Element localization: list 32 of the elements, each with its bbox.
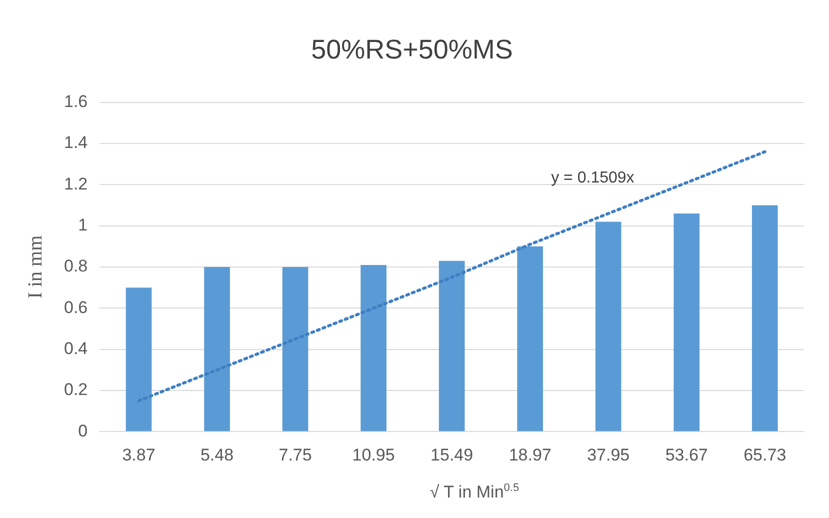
y-tick-label: 1.4 bbox=[64, 133, 88, 152]
y-axis-title: I in mm bbox=[24, 234, 46, 299]
y-tick-label: 0.2 bbox=[64, 380, 88, 400]
y-tick-label: 0 bbox=[78, 421, 88, 440]
x-tick-label: 37.95 bbox=[587, 445, 630, 464]
x-tick-label: 10.95 bbox=[352, 445, 395, 464]
bar bbox=[204, 267, 230, 432]
x-axis-title: √ T in Min$^{0.5}$ bbox=[428, 482, 520, 503]
bar bbox=[282, 267, 308, 432]
bar bbox=[360, 264, 386, 432]
x-tick-label: 53.67 bbox=[665, 445, 708, 464]
x-tick-label: 7.75 bbox=[278, 445, 312, 464]
y-tick-label: 0.4 bbox=[64, 338, 88, 358]
x-tick-label: 3.87 bbox=[122, 445, 156, 464]
y-tick-label: 0.8 bbox=[64, 256, 88, 276]
bar bbox=[752, 205, 778, 432]
y-tick-label: 0.6 bbox=[64, 298, 88, 317]
y-tick-label: 1 bbox=[78, 216, 88, 235]
bar bbox=[517, 246, 543, 432]
chart-title: 50%RS+50%MS bbox=[311, 34, 513, 65]
bar bbox=[438, 260, 465, 432]
x-tick-label: 18.97 bbox=[508, 445, 552, 464]
x-tick-label: 5.48 bbox=[200, 445, 234, 464]
x-tick-label: 65.73 bbox=[744, 445, 786, 464]
annotation: y = 0.1509x bbox=[551, 170, 634, 187]
bar bbox=[126, 288, 152, 432]
y-tick-label: 1.6 bbox=[64, 92, 88, 112]
x-tick-label: 15.49 bbox=[430, 445, 474, 464]
line-series bbox=[137, 150, 766, 402]
bar bbox=[595, 222, 622, 432]
bar bbox=[674, 214, 700, 432]
y-tick-label: 1.2 bbox=[64, 174, 88, 194]
